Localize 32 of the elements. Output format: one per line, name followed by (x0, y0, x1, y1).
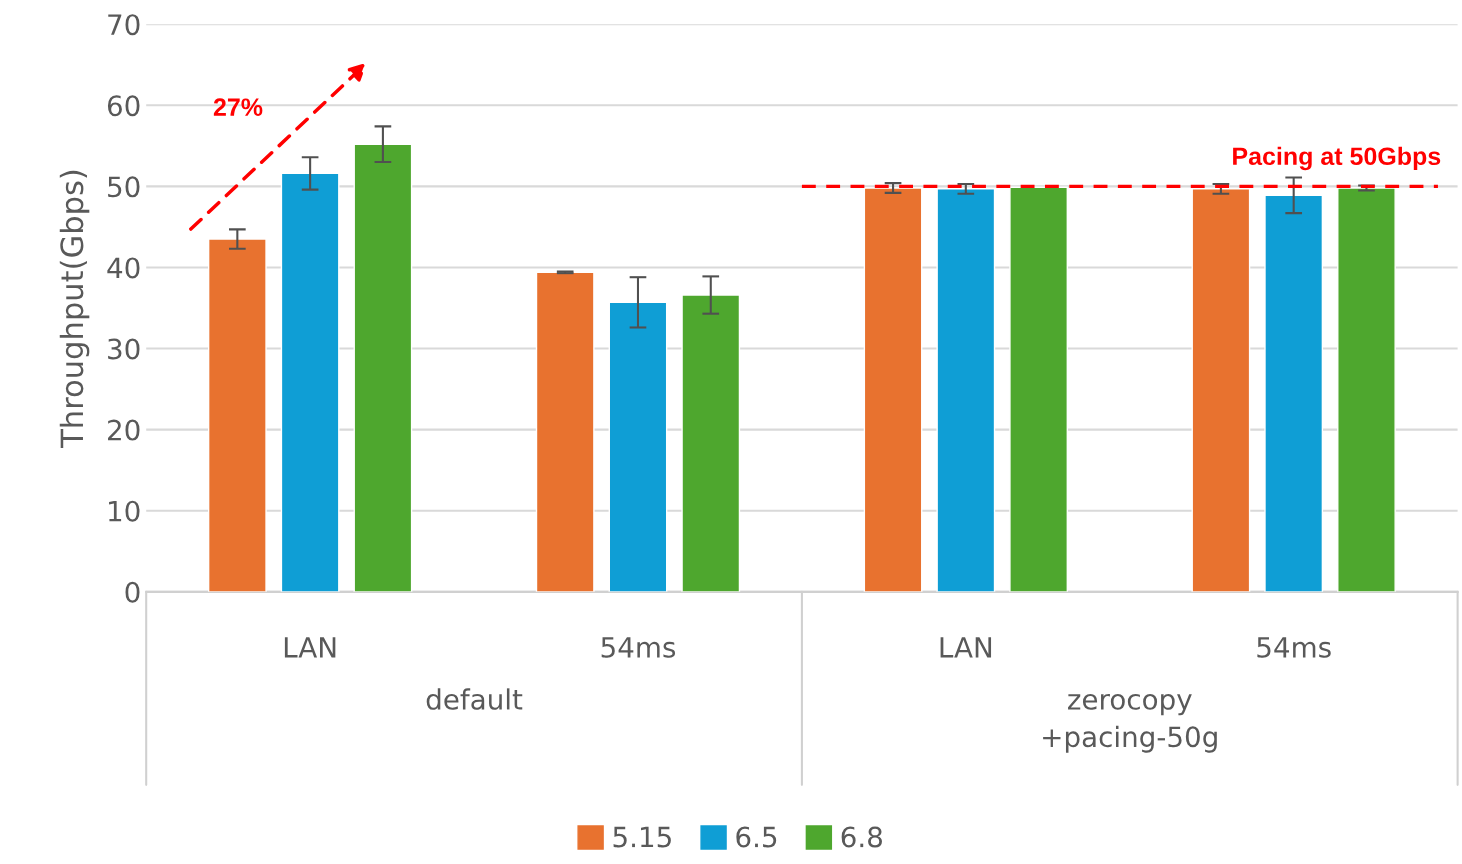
bar (353, 143, 413, 592)
legend-label: 6.8 (841, 826, 882, 848)
bar (280, 172, 340, 592)
bar (608, 301, 668, 592)
bar (207, 238, 267, 592)
bar (1264, 194, 1324, 592)
x-tick-label: LAN (284, 637, 336, 658)
bar (1191, 188, 1251, 592)
x-tick-label: 54ms (601, 637, 676, 658)
y-tick-label: 50 (108, 176, 140, 198)
ref-line-label: Pacing at 50Gbps (1233, 146, 1441, 171)
y-tick-label: 30 (108, 338, 140, 360)
bar (535, 271, 595, 592)
y-tick-label: 60 (107, 95, 140, 117)
y-axis-title: Throughput(Gbps) (59, 170, 90, 448)
y-tick-label: 20 (108, 419, 140, 441)
text: zerocopy +pacing-50g (1043, 693, 1217, 753)
text: default (426, 688, 523, 710)
x-tick-label: LAN (940, 637, 992, 658)
legend-label: 6.5 (736, 826, 777, 848)
y-tick-label: 70 (108, 14, 140, 36)
y-tick-label: 40 (107, 257, 140, 279)
bar (681, 294, 741, 592)
y-tick-label: 0 (125, 581, 140, 603)
bar (863, 187, 923, 592)
bar (936, 188, 996, 592)
y-tick-label: 10 (109, 500, 140, 522)
x-tick-label: 54ms (1257, 637, 1331, 658)
bar (1009, 186, 1068, 592)
annotation: 27% (213, 98, 263, 116)
legend-label: 5.15 (613, 826, 671, 848)
bar (1337, 187, 1396, 592)
